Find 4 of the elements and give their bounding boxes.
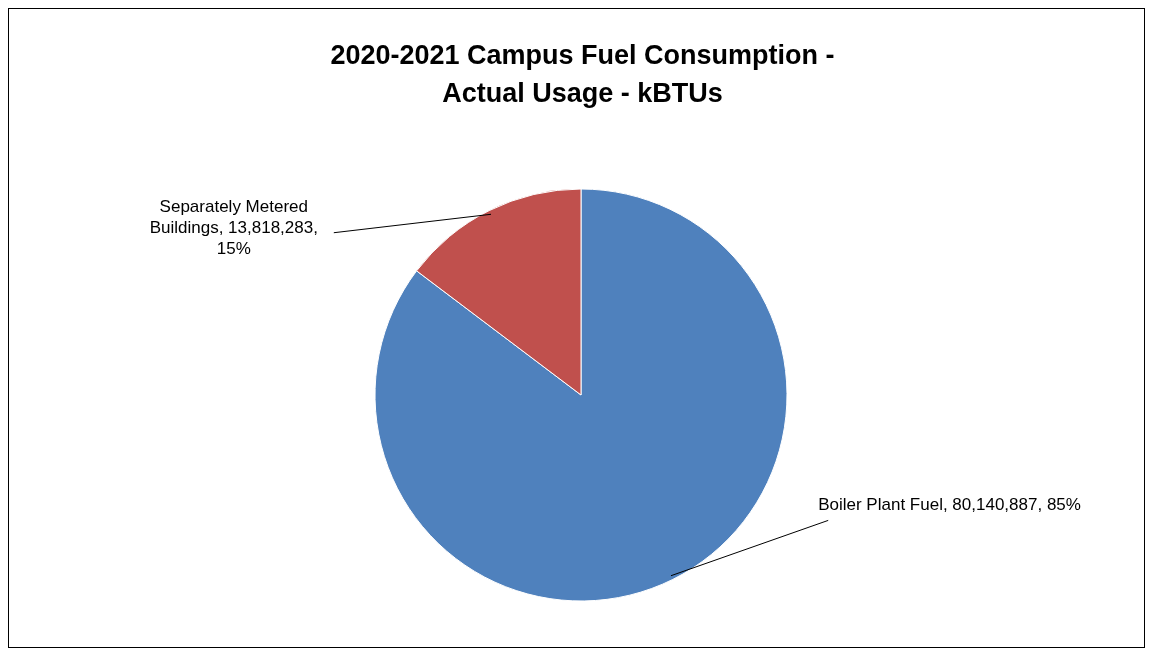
slice-label: Boiler Plant Fuel, 80,140,887, 85% xyxy=(818,493,1082,515)
chart-title: 2020-2021 Campus Fuel Consumption - Actual Usage - kBTUs xyxy=(330,40,835,108)
pie-slice xyxy=(374,188,788,602)
slice-label: Separately Metered Buildings, 13,818,283, 15% xyxy=(148,195,319,259)
